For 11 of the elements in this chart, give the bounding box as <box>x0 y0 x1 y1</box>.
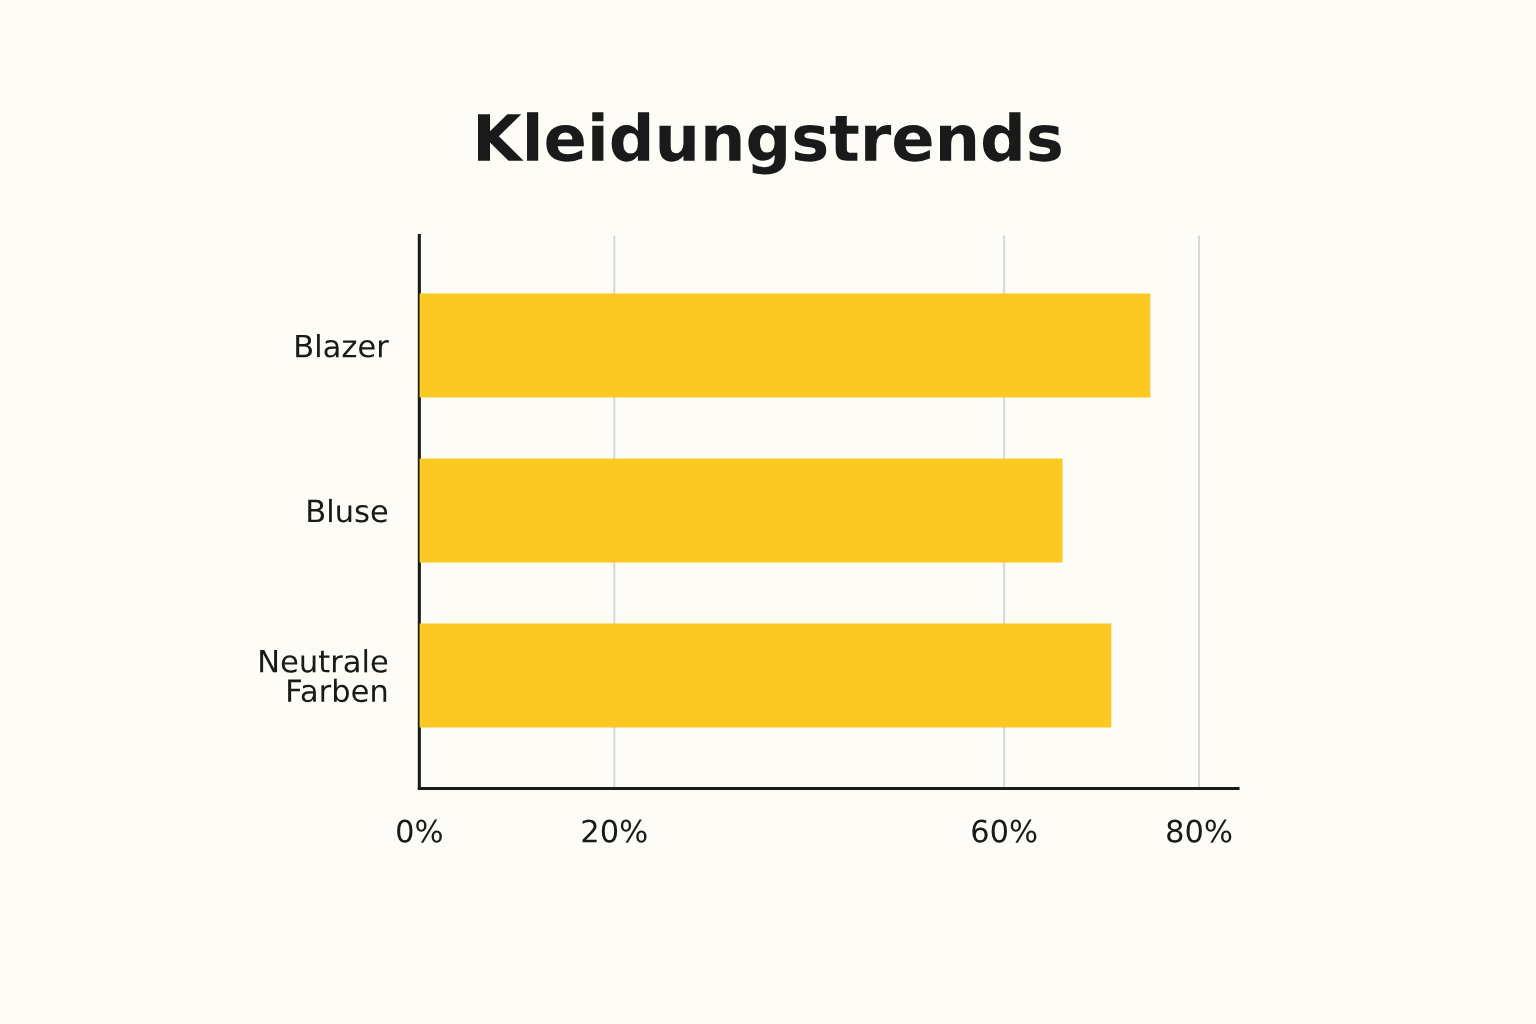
chart-title: Kleidungstrends <box>478 112 1061 175</box>
x-tick-label: 0% <box>397 819 442 843</box>
x-tick-label: 60% <box>972 819 1037 843</box>
bar <box>419 458 1063 563</box>
bar <box>419 623 1112 728</box>
y-tick-label: Bluse <box>308 498 388 523</box>
y-tick-label: Neutrale Farben <box>260 649 388 703</box>
x-tick-label: 80% <box>1167 819 1232 843</box>
bar <box>419 293 1151 398</box>
x-tick-label: 20% <box>582 819 647 843</box>
y-tick-label: Blazer <box>296 333 389 358</box>
